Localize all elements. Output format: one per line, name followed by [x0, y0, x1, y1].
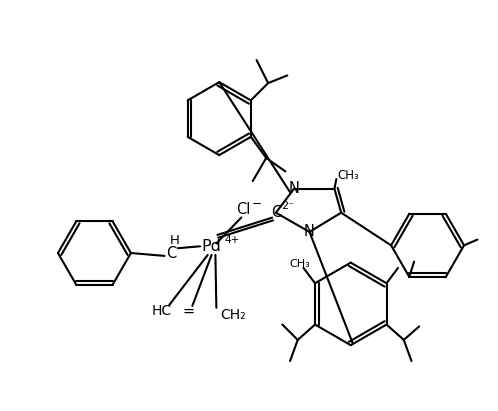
Text: −: −: [252, 196, 262, 210]
Text: H: H: [170, 234, 180, 247]
Text: Cl: Cl: [236, 202, 250, 217]
Text: N: N: [289, 181, 300, 196]
Text: N: N: [304, 224, 315, 239]
Text: CH₂: CH₂: [220, 308, 246, 322]
Text: HC: HC: [152, 304, 172, 318]
Text: CH₃: CH₃: [337, 169, 359, 182]
Text: C: C: [271, 205, 281, 220]
Text: =: =: [182, 304, 195, 319]
Text: C: C: [166, 245, 176, 261]
Text: 4+: 4+: [224, 235, 240, 245]
Text: CH₃: CH₃: [289, 259, 310, 269]
Text: Pd: Pd: [202, 239, 222, 254]
Text: 2⁻: 2⁻: [281, 201, 294, 211]
Text: ⁻: ⁻: [177, 245, 183, 255]
